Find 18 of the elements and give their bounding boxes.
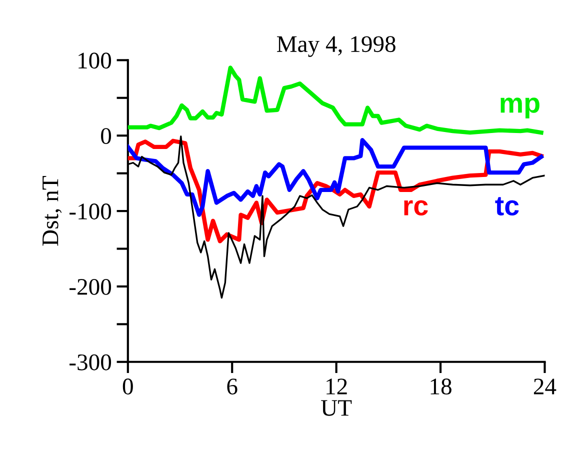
series-label: mp [500,98,540,118]
y-axis-title: Dst, nT [42,176,62,246]
y-tick-label: -300 [70,354,112,370]
series-label: rc [404,200,428,216]
line-series [128,138,544,217]
y-tick-label: -200 [70,278,112,295]
series-label: tc [495,197,519,216]
y-tick-label: 100 [78,52,112,69]
y-tick-label: 0 [101,128,112,144]
x-axis-title: UT [321,400,352,416]
x-tick-label: 12 [326,378,347,394]
x-tick-label: 6 [227,378,238,394]
line-series [128,66,544,135]
y-tick-label: -100 [70,204,112,220]
x-tick-label: 18 [430,378,452,394]
chart-title: May 4, 1998 [276,36,396,57]
x-tick-label: 24 [534,378,556,394]
x-tick-label: 0 [122,378,133,394]
